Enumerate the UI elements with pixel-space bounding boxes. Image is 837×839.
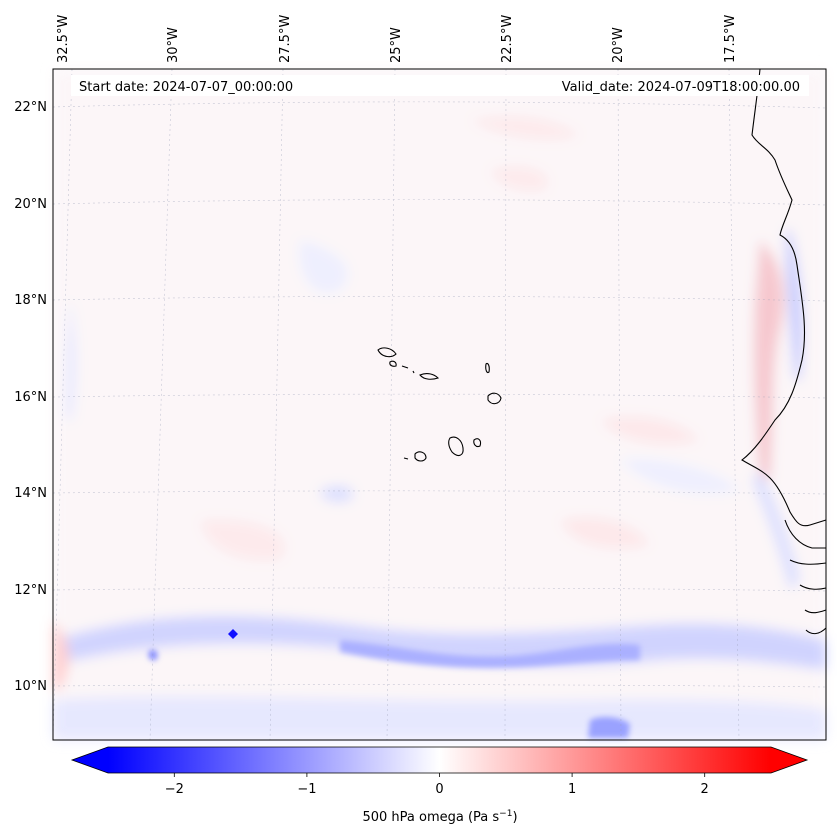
header-box <box>71 75 809 96</box>
lat-label-12n: 12°N <box>14 583 47 598</box>
start-date-text: Start date: 2024-07-07_00:00:00 <box>79 80 293 95</box>
colorbar-label: 500 hPa omega (Pa s−1) <box>362 809 517 825</box>
coastlines <box>377 68 827 635</box>
colorbar-outline <box>70 746 809 774</box>
valid-date-text: Valid_date: 2024-07-09T18:00:00.00 <box>562 80 800 95</box>
lat-label-10n: 10°N <box>14 679 47 694</box>
colorbar-tick-label: 1 <box>568 782 576 797</box>
lon-label-32-5w: 32.5°W <box>56 15 71 63</box>
lon-label-20w: 20°W <box>611 27 626 63</box>
graticule <box>52 68 827 741</box>
colorbar: −2 −1 0 1 2 500 hPa omega (Pa s−1) <box>70 746 809 825</box>
lat-label-14n: 14°N <box>14 486 47 501</box>
colorbar-tick-label: −1 <box>297 782 316 797</box>
lat-label-16n: 16°N <box>14 390 47 405</box>
colorbar-low-extend <box>72 747 108 773</box>
lon-label-25w: 25°W <box>389 27 404 63</box>
lat-label-22n: 22°N <box>14 100 47 115</box>
map-border <box>52 68 827 741</box>
lat-label-18n: 18°N <box>14 293 47 308</box>
colorbar-tick-label: 0 <box>435 782 443 797</box>
colorbar-tick-label: 2 <box>701 782 709 797</box>
colorbar-gradient <box>108 747 771 773</box>
lon-label-30w: 30°W <box>166 27 181 63</box>
africa-coastline <box>741 68 827 527</box>
lon-label-22-5w: 22.5°W <box>500 15 515 63</box>
colorbar-ticks: −2 −1 0 1 2 <box>165 773 709 797</box>
colorbar-high-extend <box>771 747 807 773</box>
lat-labels: 22°N 20°N 18°N 16°N 14°N 12°N 10°N <box>14 100 47 694</box>
lon-label-17-5w: 17.5°W <box>723 15 738 63</box>
lon-label-27-5w: 27.5°W <box>278 15 293 63</box>
lon-labels: 32.5°W 30°W 27.5°W 25°W 22.5°W 20°W 17.5… <box>56 15 738 63</box>
colorbar-tick-label: −2 <box>165 782 184 797</box>
lat-label-20n: 20°N <box>14 197 47 212</box>
omega-field <box>53 69 826 740</box>
